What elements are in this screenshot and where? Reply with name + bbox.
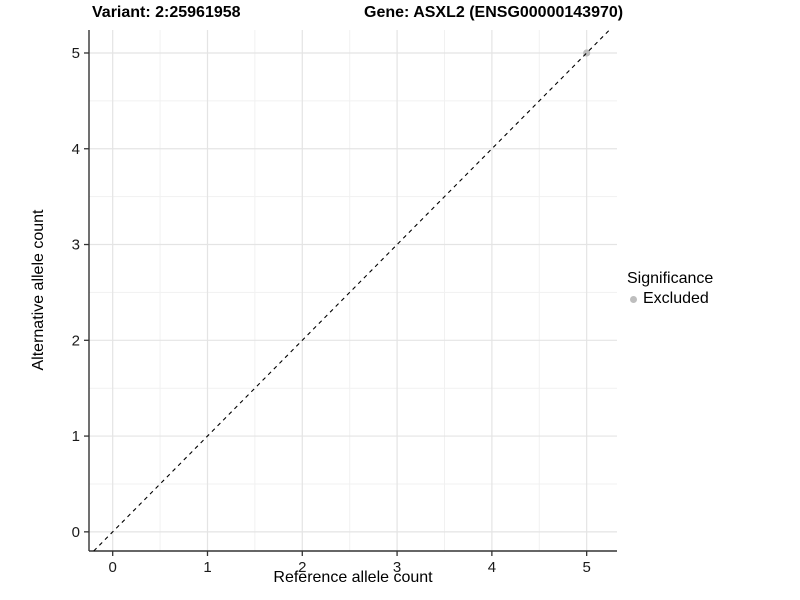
variant-title: Variant: 2:25961958: [92, 4, 241, 21]
svg-text:1: 1: [72, 428, 80, 445]
svg-text:5: 5: [582, 559, 590, 576]
x-axis-label: Reference allele count: [273, 569, 433, 586]
y-axis-label: Alternative allele count: [30, 209, 47, 371]
svg-text:0: 0: [109, 559, 117, 576]
svg-text:5: 5: [72, 45, 80, 62]
legend-point-icon: [630, 295, 637, 303]
svg-text:3: 3: [393, 559, 401, 576]
svg-text:1: 1: [203, 559, 211, 576]
legend: Significance Excluded: [627, 270, 713, 308]
legend-title: Significance: [627, 270, 714, 287]
gene-title: Gene: ASXL2 (ENSG00000143970): [364, 4, 624, 21]
svg-text:0: 0: [72, 524, 80, 541]
legend-item-excluded: Excluded: [627, 290, 713, 308]
svg-text:2: 2: [72, 332, 80, 349]
svg-text:4: 4: [72, 141, 80, 158]
svg-text:3: 3: [72, 237, 80, 254]
legend-item-label: Excluded: [643, 290, 709, 307]
svg-text:4: 4: [488, 559, 496, 576]
svg-text:2: 2: [298, 559, 306, 576]
